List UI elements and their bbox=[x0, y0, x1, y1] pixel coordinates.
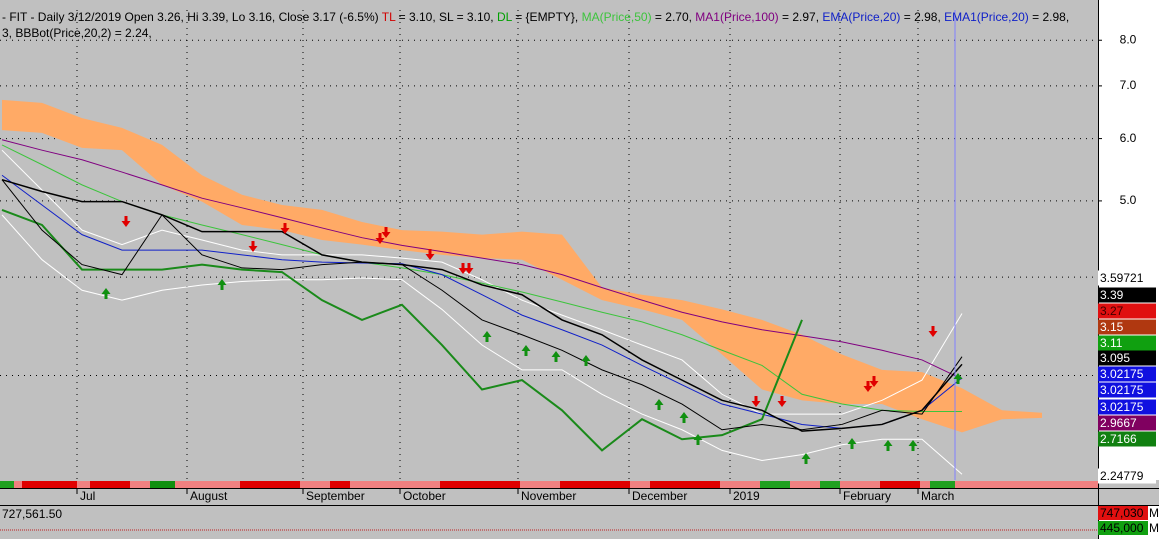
title-segment: EMA(Price,20) bbox=[822, 10, 900, 24]
x-tick-label: December bbox=[632, 489, 687, 503]
series-line bbox=[1, 179, 963, 431]
strip bbox=[330, 481, 350, 488]
title-segment: DL bbox=[497, 10, 513, 24]
title-segment: = 2.70, bbox=[652, 10, 696, 24]
strip bbox=[22, 481, 77, 488]
value-box bbox=[1098, 399, 1156, 415]
strip bbox=[880, 481, 920, 488]
value-box bbox=[1098, 335, 1156, 351]
strip bbox=[240, 481, 300, 488]
title-segment: = 2.97, bbox=[779, 10, 823, 24]
strip bbox=[440, 481, 520, 488]
volume-box bbox=[1098, 506, 1148, 520]
x-tick-label: November bbox=[521, 489, 576, 503]
volume-unit: M bbox=[1149, 521, 1159, 535]
y-tick-label: 8.0 bbox=[1120, 32, 1137, 46]
x-tick-label: February bbox=[843, 489, 891, 503]
volume-unit: M bbox=[1149, 506, 1159, 520]
strip bbox=[560, 481, 630, 488]
strip bbox=[90, 481, 130, 488]
y-tick-label: 5.0 bbox=[1120, 193, 1137, 207]
value-box bbox=[1098, 382, 1156, 398]
value-box bbox=[1098, 270, 1156, 286]
value-box bbox=[1098, 366, 1156, 382]
value-box-label: 3.27 bbox=[1100, 304, 1124, 318]
value-box-label: 2.9667 bbox=[1100, 416, 1137, 430]
title-segment: - FIT - Daily 3/12/2019 Open 3.26, Hi 3.… bbox=[2, 10, 382, 24]
title-segment: MA(Price,50) bbox=[582, 10, 652, 24]
strip bbox=[0, 481, 1098, 488]
value-box-label: 3.02175 bbox=[1100, 400, 1144, 414]
value-box-label: 3.11 bbox=[1100, 336, 1123, 350]
value-box-label: 2.7166 bbox=[1100, 432, 1137, 446]
series-line bbox=[1, 174, 963, 429]
volume-box bbox=[1098, 521, 1148, 535]
volume-box-label: 747,030 bbox=[1100, 506, 1144, 520]
strip bbox=[760, 481, 790, 488]
chart-title: - FIT - Daily 3/12/2019 Open 3.26, Hi 3.… bbox=[2, 10, 1069, 24]
title-segment: TL bbox=[382, 10, 396, 24]
value-box-label: 3.02175 bbox=[1100, 367, 1144, 381]
x-tick-label: September bbox=[306, 489, 365, 503]
title-segment: EMA1(Price,20) bbox=[944, 10, 1029, 24]
x-tick-label: October bbox=[403, 489, 446, 503]
x-tick-label: August bbox=[190, 489, 228, 503]
x-tick-label: March bbox=[921, 489, 954, 503]
value-box bbox=[1098, 303, 1156, 319]
grid bbox=[76, 10, 919, 480]
y-tick-label: 7.0 bbox=[1120, 78, 1137, 92]
value-box bbox=[1098, 415, 1156, 431]
volume-box-label: 445,000 bbox=[1100, 521, 1144, 535]
value-box-label: 2.24779 bbox=[1100, 469, 1144, 483]
plot bbox=[0, 39, 1098, 475]
series-line bbox=[1, 214, 963, 475]
value-box bbox=[1098, 468, 1156, 484]
value-box-label: 3.59721 bbox=[1100, 271, 1144, 285]
strip bbox=[930, 481, 955, 488]
series-line bbox=[1, 208, 803, 452]
value-box-label: 3.02175 bbox=[1100, 383, 1144, 397]
value-box bbox=[1098, 350, 1156, 366]
strip bbox=[150, 481, 175, 488]
strip bbox=[650, 481, 720, 488]
value-box-label: 3.15 bbox=[1100, 320, 1124, 334]
value-box bbox=[1098, 431, 1156, 447]
title-segment: = 3.10, SL = 3.10, bbox=[395, 10, 497, 24]
y-tick-label: 6.0 bbox=[1120, 131, 1137, 145]
title-segment: = 2.98, bbox=[900, 10, 944, 24]
title-segment: MA1(Price,100) bbox=[695, 10, 778, 24]
value-box bbox=[1098, 319, 1156, 335]
cloud bbox=[2, 99, 1042, 433]
strip bbox=[820, 481, 840, 488]
value-box bbox=[1098, 287, 1156, 303]
x-tick-label: 2019 bbox=[733, 489, 760, 503]
signal-strip bbox=[0, 481, 1098, 488]
series-line bbox=[1, 149, 963, 415]
x-tick-label: Jul bbox=[80, 489, 95, 503]
axis-labels: 8.07.06.05.04.03.0JulAugustSeptemberOcto… bbox=[76, 32, 1159, 535]
strip bbox=[0, 481, 14, 488]
volume-label: 727,561.50 bbox=[2, 507, 62, 521]
value-box-label: 3.095 bbox=[1100, 351, 1130, 365]
value-box-label: 3.39 bbox=[1100, 288, 1124, 302]
title-segment: = {EMPTY}, bbox=[512, 10, 582, 24]
title-segment: = 2.98, bbox=[1029, 10, 1069, 24]
series-line bbox=[1, 139, 963, 380]
chart-subtitle: 3, BBBot(Price,20,2) = 2.24, bbox=[2, 26, 152, 40]
